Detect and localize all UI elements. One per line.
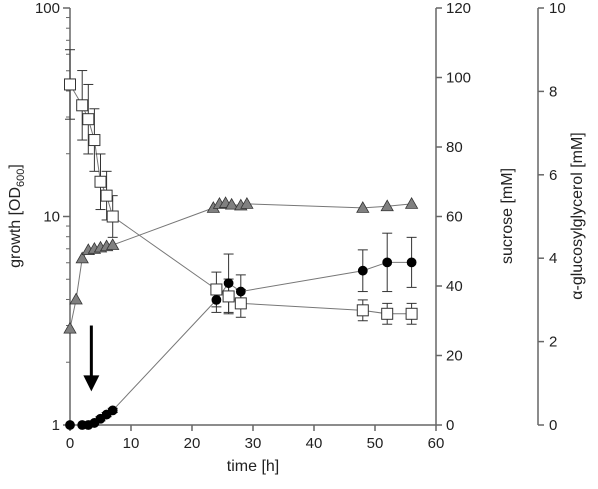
glucosylglycerol-tick-label: 2 [549,334,557,351]
glucosylglycerol-tick-label: 10 [549,0,566,17]
data-point-square [210,283,223,296]
x-tick-label: 40 [306,435,323,452]
data-point-circle [406,257,417,268]
sucrose-tick-label: 20 [446,348,463,365]
left-y-tick-label: 1 [52,417,60,434]
data-point-square [88,134,101,147]
data-point-square [100,189,113,202]
arrow-head [83,375,100,392]
data-point-circle [223,278,234,289]
sucrose-tick-label: 60 [446,209,463,226]
data-point-triangle [404,197,419,209]
data-point-circle [211,294,222,305]
data-point-square [381,307,394,320]
x-tick-label: 60 [428,435,445,452]
data-point-square [76,99,89,112]
data-point-circle [382,257,393,268]
sucrose-axis-title: sucrose [mM] [499,168,516,264]
data-point-circle [357,265,368,276]
glucosylglycerol-tick-label: 8 [549,83,557,100]
glucosylglycerol-tick-label: 4 [549,250,557,267]
x-tick-label: 0 [66,435,74,452]
glucosylglycerol-tick-label: 6 [549,167,557,184]
x-tick-label: 20 [184,435,201,452]
data-point-triangle [69,292,83,305]
data-point-triangle [356,201,370,213]
x-tick-label: 30 [245,435,262,452]
sucrose-tick-label: 120 [446,0,471,17]
data-point-square [222,290,235,303]
x-tick-label: 50 [367,435,384,452]
data-point-circle [107,405,118,416]
data-point-square [356,304,369,317]
left-y-tick-label: 100 [35,0,60,17]
x-tick-label: 10 [123,435,140,452]
glucosylglycerol-axis-title: α-glucosylglycerol [mM] [569,132,586,300]
left-y-tick-label: 10 [43,209,60,226]
data-point-square [405,307,418,320]
glucosylglycerol-tick-label: 0 [549,417,557,434]
sucrose-tick-label: 100 [446,70,471,87]
data-point-circle [235,286,246,297]
data-point-triangle [63,321,77,334]
data-point-square [234,297,247,310]
data-point-circle [65,420,75,430]
data-point-square [82,113,95,126]
data-point-square [106,210,119,223]
data-point-triangle [106,238,120,250]
data-point-triangle [75,251,89,264]
sucrose-tick-label: 80 [446,139,463,156]
sucrose-tick-label: 0 [446,417,454,434]
data-point-triangle [240,197,254,209]
data-point-triangle [380,199,394,212]
data-point-triangle [224,197,239,210]
data-point-square [94,175,107,188]
sucrose-tick-label: 40 [446,278,463,295]
data-point-square [64,78,76,91]
left-axis-title: growth [OD600] [7,164,27,268]
x-axis-title: time [h] [227,458,279,475]
